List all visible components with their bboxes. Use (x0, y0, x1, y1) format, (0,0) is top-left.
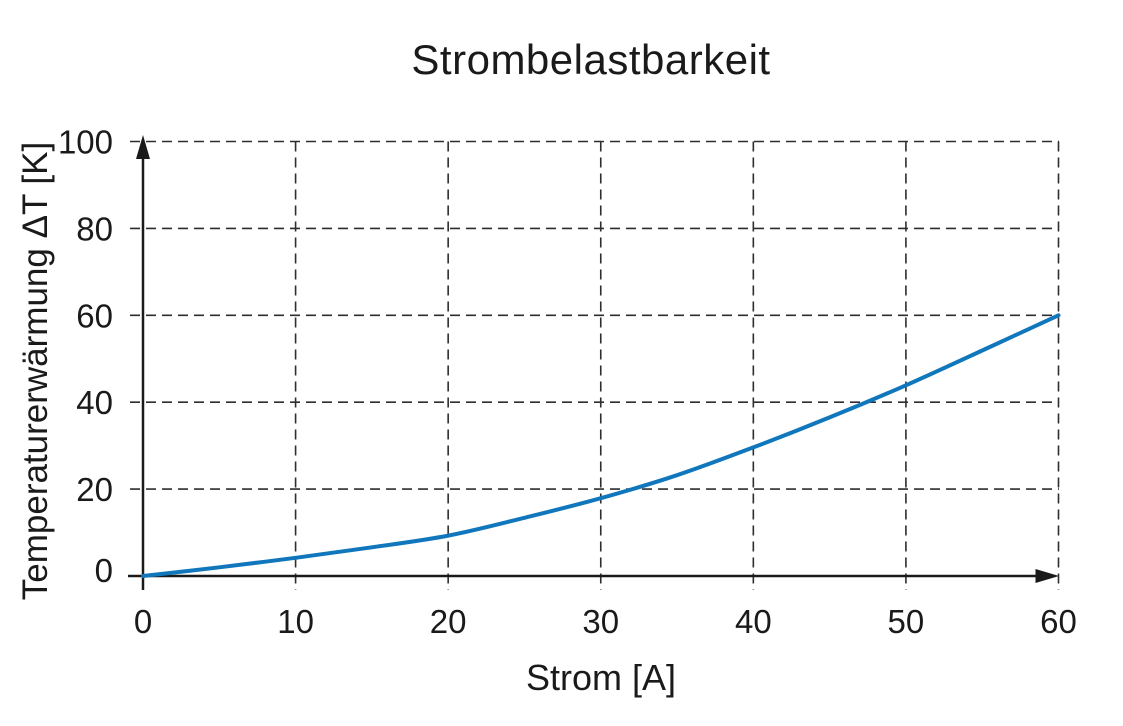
x-axis-label: Strom [A] (525, 657, 677, 698)
x-tick-label: 0 (134, 603, 152, 640)
x-tick-label: 20 (430, 603, 467, 640)
y-tick-label: 40 (76, 384, 113, 421)
x-tick-label: 50 (888, 603, 925, 640)
y-axis-arrow-icon (136, 135, 150, 159)
x-tick-label: 30 (582, 603, 619, 640)
chart-title: Strombelastbarkeit (411, 36, 771, 83)
y-tick-label: 100 (58, 124, 113, 161)
x-tick-label: 10 (277, 603, 314, 640)
y-axis-label: Temperaturerwärmung ΔT [K] (16, 141, 55, 601)
y-tick-label: 0 (95, 552, 113, 589)
x-axis-arrow-icon (1035, 569, 1059, 583)
y-tick-label: 60 (76, 297, 113, 334)
y-tick-label: 80 (76, 210, 113, 247)
x-tick-label: 40 (735, 603, 772, 640)
x-tick-label: 60 (1040, 603, 1077, 640)
y-tick-label: 20 (76, 471, 113, 508)
data-curve (141, 313, 1061, 578)
